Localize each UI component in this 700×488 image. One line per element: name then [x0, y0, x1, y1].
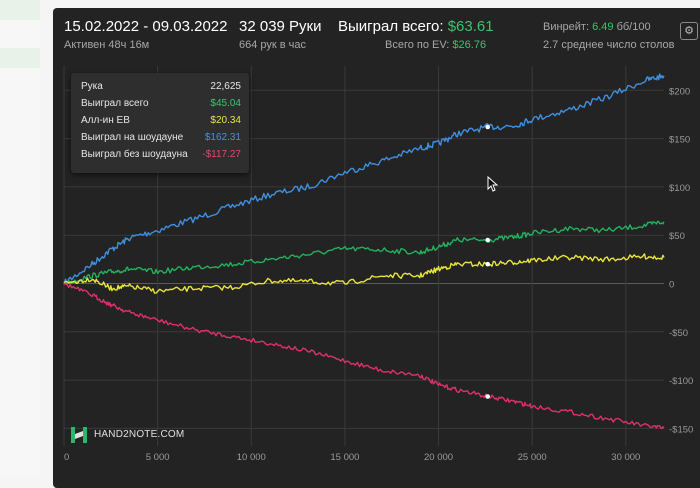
- x-tick-label: 10 000: [237, 452, 266, 463]
- winrate-label: Винрейт:: [543, 21, 590, 33]
- chart-grid: [63, 66, 664, 446]
- mouse-cursor-icon: [487, 176, 499, 192]
- winrate-unit: бб/100: [616, 21, 651, 33]
- ev-value: $26.76: [452, 39, 487, 51]
- y-tick-label: -$100: [669, 376, 693, 387]
- hands-per-hour: 664 рук в час: [239, 39, 307, 51]
- highlight-point-allin_ev: [485, 261, 491, 267]
- series-line-non_showdown: [63, 282, 665, 430]
- tooltip-value: $20.34: [210, 115, 241, 126]
- tooltip-row-showdown: Выиграл на шоудауне $162.31: [81, 132, 241, 148]
- x-tick-label: 0: [64, 452, 69, 463]
- y-tick-label: $100: [669, 183, 690, 194]
- tooltip-value: 22,625: [210, 81, 241, 92]
- highlight-point-non_showdown: [485, 394, 491, 399]
- won-total-value: $63.61: [447, 18, 494, 35]
- tooltip-label: Рука: [81, 81, 103, 92]
- sidebar-band: [0, 0, 40, 20]
- date-range: 15.02.2022 - 09.03.2022: [64, 18, 228, 35]
- highlight-point-showdown: [485, 124, 491, 130]
- y-tick-label: -$50: [669, 328, 688, 339]
- active-time: Активен 48ч 16м: [64, 39, 150, 51]
- hand2note-logo-icon: [71, 427, 87, 443]
- tooltip-label: Выиграл без шоудауна: [81, 149, 188, 160]
- x-tick-label: 25 000: [518, 452, 547, 463]
- tooltip-row-hand: Рука 22,625: [81, 81, 241, 97]
- hands-count: 32 039 Руки: [239, 18, 322, 35]
- series-line-allin_ev: [63, 253, 665, 294]
- y-tick-label: 0: [669, 280, 674, 291]
- avg-tables: 2.7 среднее число столов: [543, 39, 675, 51]
- tooltip-value: -$117.27: [202, 149, 241, 160]
- x-tick-label: 5 000: [146, 452, 170, 463]
- won-total: Выиграл всего: $63.61: [338, 18, 494, 35]
- x-tick-label: 20 000: [424, 452, 453, 463]
- tooltip-label: Алл-ин EB: [81, 115, 130, 126]
- y-tick-label: -$150: [669, 424, 693, 435]
- won-total-label: Выиграл всего:: [338, 18, 444, 35]
- series-lines: [63, 73, 665, 430]
- hover-tooltip: Рука 22,625 Выиграл всего $45.04 Алл-ин …: [71, 73, 249, 173]
- tooltip-row-non-showdown: Выиграл без шоудауна -$117.27: [81, 149, 241, 165]
- x-tick-label: 15 000: [330, 452, 359, 463]
- sidebar-band-active[interactable]: [0, 48, 40, 68]
- bankroll-chart: $200 $150 $100 $50 0 -$50 -$100 -$150 0 5 000 10 …: [63, 66, 693, 463]
- winrate-value: 6.49: [592, 21, 614, 33]
- ev-label: Всего по EV:: [385, 39, 450, 51]
- x-axis-ticks: 0 5 000 10 000 15 000 20 000 25 000 30 000: [64, 452, 640, 463]
- y-axis-ticks: $200 $150 $100 $50 0 -$50 -$100 -$150: [669, 86, 693, 435]
- tooltip-value: $45.04: [210, 98, 241, 109]
- logo-text: HAND2NOTE.COM: [94, 429, 185, 440]
- tooltip-label: Выиграл на шоудауне: [81, 132, 184, 143]
- highlight-point-total: [485, 237, 491, 243]
- y-tick-label: $200: [669, 86, 690, 97]
- gear-icon[interactable]: ⚙: [680, 22, 698, 40]
- highlight-dots: [485, 124, 491, 399]
- x-tick-label: 30 000: [611, 452, 640, 463]
- tooltip-label: Выиграл всего: [81, 98, 149, 109]
- ev-total: Всего по EV: $26.76: [385, 39, 486, 51]
- y-tick-label: $50: [669, 231, 685, 242]
- series-line-total: [63, 220, 665, 285]
- tooltip-value: $162.31: [204, 132, 241, 143]
- tooltip-row-allin-ev: Алл-ин EB $20.34: [81, 115, 241, 131]
- left-sidebar-strip: [0, 0, 40, 477]
- winrate: Винрейт: 6.49 бб/100: [543, 21, 651, 33]
- series-line-showdown: [63, 73, 665, 285]
- tooltip-row-won-total: Выиграл всего $45.04: [81, 98, 241, 114]
- y-tick-label: $150: [669, 135, 690, 146]
